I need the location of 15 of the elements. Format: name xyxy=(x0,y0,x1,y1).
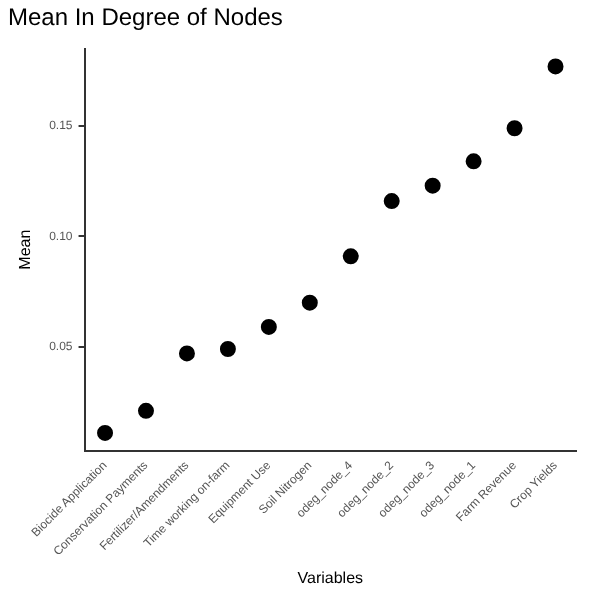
point xyxy=(424,177,441,194)
chart-title: Mean In Degree of Nodes xyxy=(8,3,283,32)
x-axis-title: Variables xyxy=(297,568,364,587)
point xyxy=(465,153,482,170)
point xyxy=(301,294,318,311)
point xyxy=(383,193,400,210)
point xyxy=(219,341,236,357)
point xyxy=(506,120,523,137)
point xyxy=(342,248,359,265)
point xyxy=(547,58,564,75)
point xyxy=(178,345,195,362)
point xyxy=(137,402,154,419)
point xyxy=(97,424,114,441)
point xyxy=(260,318,277,335)
y-axis-title: Mean xyxy=(16,229,35,270)
